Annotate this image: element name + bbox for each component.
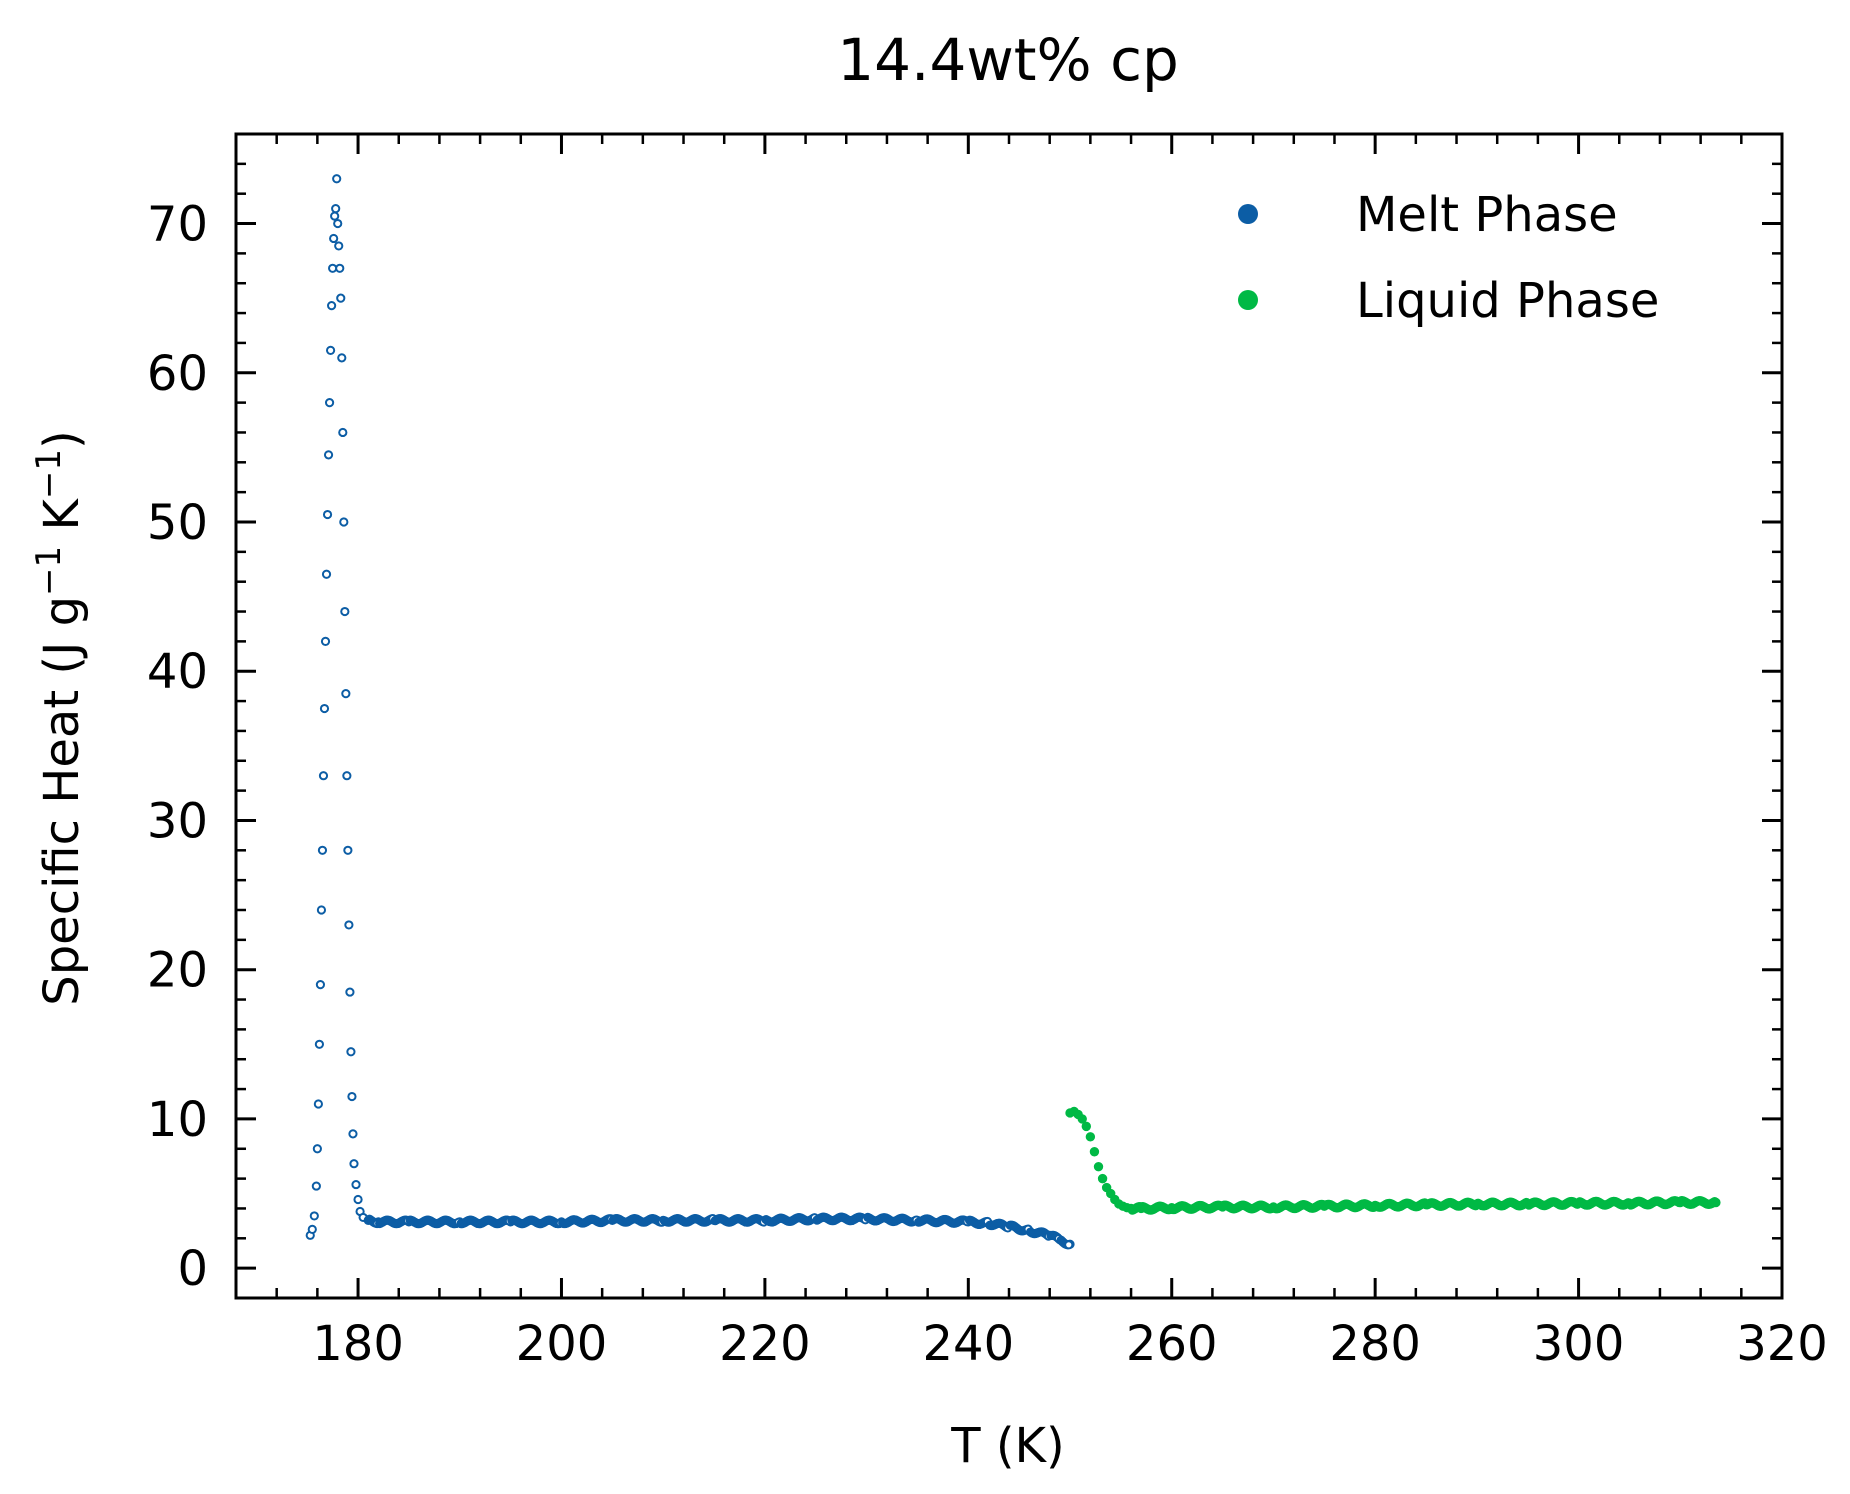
legend-marker <box>1238 290 1258 310</box>
data-point <box>346 1047 356 1057</box>
y-tick-label: 10 <box>147 1092 208 1148</box>
data-point <box>353 1194 363 1205</box>
data-point <box>323 450 334 460</box>
data-point <box>347 1091 357 1102</box>
data-point <box>1077 1114 1087 1124</box>
series-liquid-phase <box>1065 1106 1721 1215</box>
data-point <box>327 301 337 311</box>
data-point <box>331 204 341 214</box>
data-point <box>316 905 327 915</box>
x-axis-label: T (K) <box>950 1418 1065 1474</box>
x-tick-label: 320 <box>1736 1316 1828 1372</box>
x-tick-label: 200 <box>516 1316 608 1372</box>
data-point <box>318 771 329 781</box>
data-point <box>330 211 340 221</box>
data-point <box>319 703 330 714</box>
data-point <box>333 218 343 229</box>
y-tick-label: 50 <box>147 495 208 551</box>
data-point <box>335 263 345 273</box>
data-point <box>309 1211 319 1221</box>
data-point <box>348 1129 358 1139</box>
data-point <box>1093 1161 1104 1172</box>
y-tick-label: 30 <box>147 793 208 849</box>
chart-title: 14.4wt% cp <box>837 26 1179 94</box>
data-point <box>332 174 342 184</box>
x-tick-label: 280 <box>1329 1316 1421 1372</box>
data-point <box>338 427 348 438</box>
data-point <box>341 689 351 699</box>
x-tick-label: 220 <box>719 1316 811 1372</box>
data-point <box>325 345 336 355</box>
data-point <box>317 845 328 855</box>
data-point <box>349 1159 359 1169</box>
data-point <box>340 606 350 617</box>
data-point <box>307 1224 317 1234</box>
data-point <box>324 398 335 408</box>
data-point <box>342 771 352 781</box>
x-tick-label: 240 <box>923 1316 1015 1372</box>
y-axis: 0 10 20 30 40 50 60 70 <box>147 132 1782 1300</box>
y-tick-label: 20 <box>147 943 208 999</box>
legend: Melt Phase Liquid Phase <box>1238 187 1659 329</box>
y-tick-label: 40 <box>147 644 208 700</box>
x-tick-label: 260 <box>1126 1316 1218 1372</box>
data-point <box>1085 1132 1096 1142</box>
data-point <box>322 509 333 520</box>
data-point <box>314 1039 325 1049</box>
data-point <box>337 353 347 363</box>
series-layer <box>305 174 1721 1250</box>
y-tick-label: 0 <box>177 1241 208 1297</box>
data-point <box>1709 1197 1720 1207</box>
y-tick-label: 70 <box>147 197 208 253</box>
data-point <box>311 1181 321 1191</box>
legend-label: Liquid Phase <box>1356 273 1659 329</box>
legend-label: Melt Phase <box>1356 187 1618 243</box>
data-point <box>344 920 354 930</box>
y-axis-label-mid: K <box>34 498 90 546</box>
data-point <box>336 293 346 303</box>
data-point <box>313 1099 323 1109</box>
data-point <box>1064 1240 1074 1250</box>
y-axis-label: Specific Heat (J g−1 K−1) <box>29 430 90 1006</box>
y-axis-label-sup2: −1 <box>29 449 69 499</box>
y-axis-label-end: ) <box>34 430 90 449</box>
data-point <box>312 1144 322 1154</box>
data-point <box>315 980 326 990</box>
y-axis-label-base: Specific Heat (J g <box>34 596 90 1006</box>
data-point <box>1097 1173 1108 1184</box>
legend-marker <box>1238 204 1258 224</box>
data-point <box>1081 1121 1092 1132</box>
y-tick-label: 60 <box>147 346 208 402</box>
data-point <box>345 987 355 997</box>
x-tick-label: 180 <box>312 1316 404 1372</box>
data-point <box>343 845 353 855</box>
data-point <box>339 517 349 527</box>
y-axis-label-sup1: −1 <box>29 546 69 596</box>
x-tick-label: 300 <box>1533 1316 1625 1372</box>
data-point <box>334 241 344 251</box>
data-point <box>329 233 339 244</box>
x-axis: 180 200 220 240 260 280 300 320 <box>234 134 1828 1372</box>
data-point <box>320 636 331 646</box>
data-point <box>321 569 332 579</box>
data-point <box>351 1179 361 1190</box>
series-melt-phase <box>305 174 1075 1250</box>
data-point <box>1089 1147 1100 1157</box>
